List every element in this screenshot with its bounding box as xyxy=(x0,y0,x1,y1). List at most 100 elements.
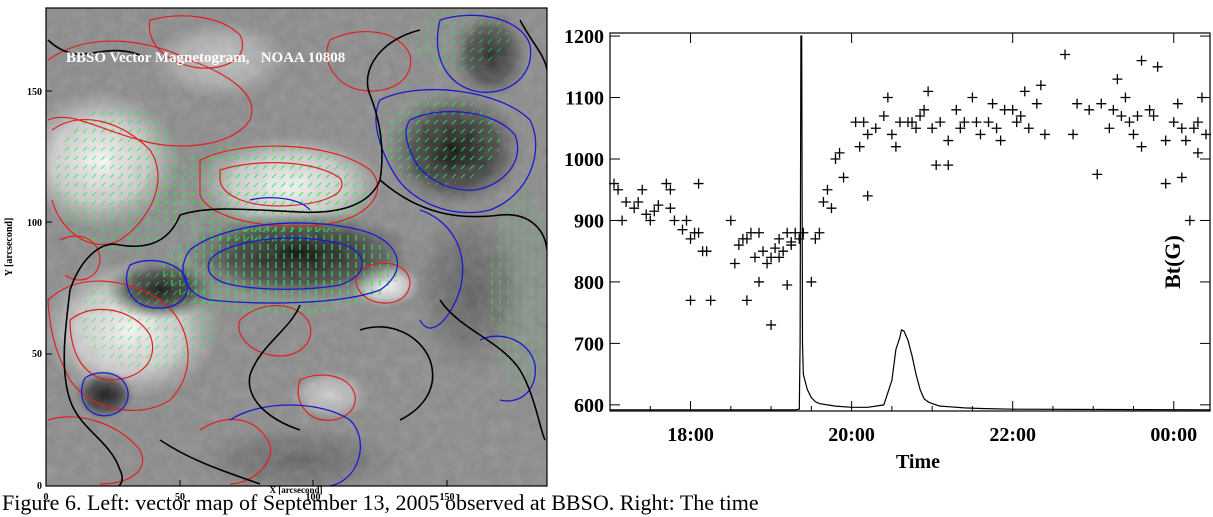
data-point xyxy=(1136,55,1147,66)
data-point xyxy=(923,86,934,97)
data-point xyxy=(705,295,716,306)
data-point xyxy=(1084,104,1095,115)
data-point xyxy=(749,252,760,263)
data-point xyxy=(661,178,672,189)
data-point xyxy=(1108,104,1119,115)
data-point xyxy=(1184,215,1195,226)
data-point xyxy=(729,258,740,269)
plot-frame xyxy=(609,32,1211,412)
y-axis: 600 700 800 900 1000 1100 1200 xyxy=(564,26,1210,417)
data-point xyxy=(951,104,962,115)
data-point xyxy=(862,129,873,140)
data-point xyxy=(669,215,680,226)
magnetogram-title: BBSO Vector Magnetogram, NOAA 10808 xyxy=(66,50,345,66)
data-point xyxy=(1060,49,1071,60)
data-point xyxy=(633,197,644,208)
data-point xyxy=(919,104,930,115)
data-point xyxy=(907,117,918,128)
data-point xyxy=(1172,98,1183,109)
data-point xyxy=(794,233,805,244)
data-point xyxy=(806,276,817,287)
data-point xyxy=(1011,117,1022,128)
y-tick-label: 1000 xyxy=(564,149,604,171)
y-tick-label: 100 xyxy=(27,218,42,229)
data-point xyxy=(609,178,620,189)
data-point xyxy=(741,233,752,244)
data-point xyxy=(826,203,837,214)
image-frame xyxy=(45,7,548,487)
data-point xyxy=(1176,123,1187,134)
data-point xyxy=(943,160,954,171)
data-point xyxy=(786,240,797,251)
data-point xyxy=(774,252,785,263)
data-point xyxy=(1144,104,1155,115)
data-point xyxy=(886,129,897,140)
x-tick-label: 0 xyxy=(44,492,49,500)
data-point xyxy=(943,135,954,146)
data-point xyxy=(991,123,1002,134)
data-point xyxy=(830,154,841,164)
data-point xyxy=(1124,117,1135,128)
data-point xyxy=(725,215,736,226)
data-point xyxy=(778,246,789,257)
data-point xyxy=(1023,123,1034,134)
data-point xyxy=(1007,104,1018,115)
data-point xyxy=(1039,129,1050,140)
data-point xyxy=(882,92,893,103)
data-point xyxy=(1019,86,1030,97)
data-point xyxy=(677,224,688,235)
data-point xyxy=(782,280,793,290)
data-point xyxy=(810,233,821,244)
x-axis-label: X [arcsecond] xyxy=(269,485,322,495)
data-point xyxy=(681,215,692,226)
data-point xyxy=(971,117,982,128)
data-point xyxy=(741,295,752,306)
bt-time-series-chart: 600 700 800 900 1000 1100 1200 18:00 20:00 22:00… xyxy=(564,26,1211,473)
data-point xyxy=(931,160,942,171)
data-point xyxy=(629,203,640,214)
data-point xyxy=(1160,135,1171,146)
data-point xyxy=(1068,129,1079,140)
data-point xyxy=(621,197,632,208)
data-point xyxy=(1112,74,1123,85)
data-point xyxy=(1196,92,1207,103)
data-point xyxy=(854,141,865,152)
data-point xyxy=(1092,169,1103,180)
data-point xyxy=(1160,178,1171,189)
y-tick-label: 150 xyxy=(27,87,42,98)
data-point xyxy=(838,172,849,183)
x-tick-label: 100 xyxy=(306,492,321,500)
data-point xyxy=(1104,123,1115,134)
x-tick-label: 18:00 xyxy=(667,424,714,446)
series-scatter xyxy=(609,49,1211,330)
data-point xyxy=(975,129,986,140)
data-point xyxy=(1168,117,1179,128)
data-point xyxy=(983,117,994,128)
data-point xyxy=(834,147,845,158)
magnetogram-image xyxy=(46,8,547,486)
data-point xyxy=(1200,129,1211,140)
data-point xyxy=(959,117,970,128)
data-point xyxy=(753,276,764,287)
data-point xyxy=(770,243,781,254)
data-point xyxy=(870,123,881,134)
data-point xyxy=(858,117,869,128)
data-point xyxy=(1152,61,1163,72)
data-point xyxy=(1148,110,1159,121)
data-point xyxy=(637,184,648,195)
data-point xyxy=(1031,98,1042,109)
data-point xyxy=(1136,141,1147,152)
data-point xyxy=(733,240,744,251)
vector-magnetogram-panel: 0 50 100 150 0 50 100 150 Y [arcsecond] … xyxy=(4,7,548,500)
data-point xyxy=(935,117,946,128)
x-axis: 18:00 20:00 22:00 00:00 xyxy=(649,33,1197,446)
data-point xyxy=(766,319,777,330)
series-line xyxy=(610,35,1211,411)
data-point xyxy=(753,227,764,238)
data-point xyxy=(814,227,825,238)
y-tick-label: 1200 xyxy=(564,26,604,48)
data-point xyxy=(967,92,978,103)
x-tick-label: 150 xyxy=(440,492,455,500)
data-point xyxy=(1015,110,1026,121)
y-tick-label: 900 xyxy=(574,210,604,232)
